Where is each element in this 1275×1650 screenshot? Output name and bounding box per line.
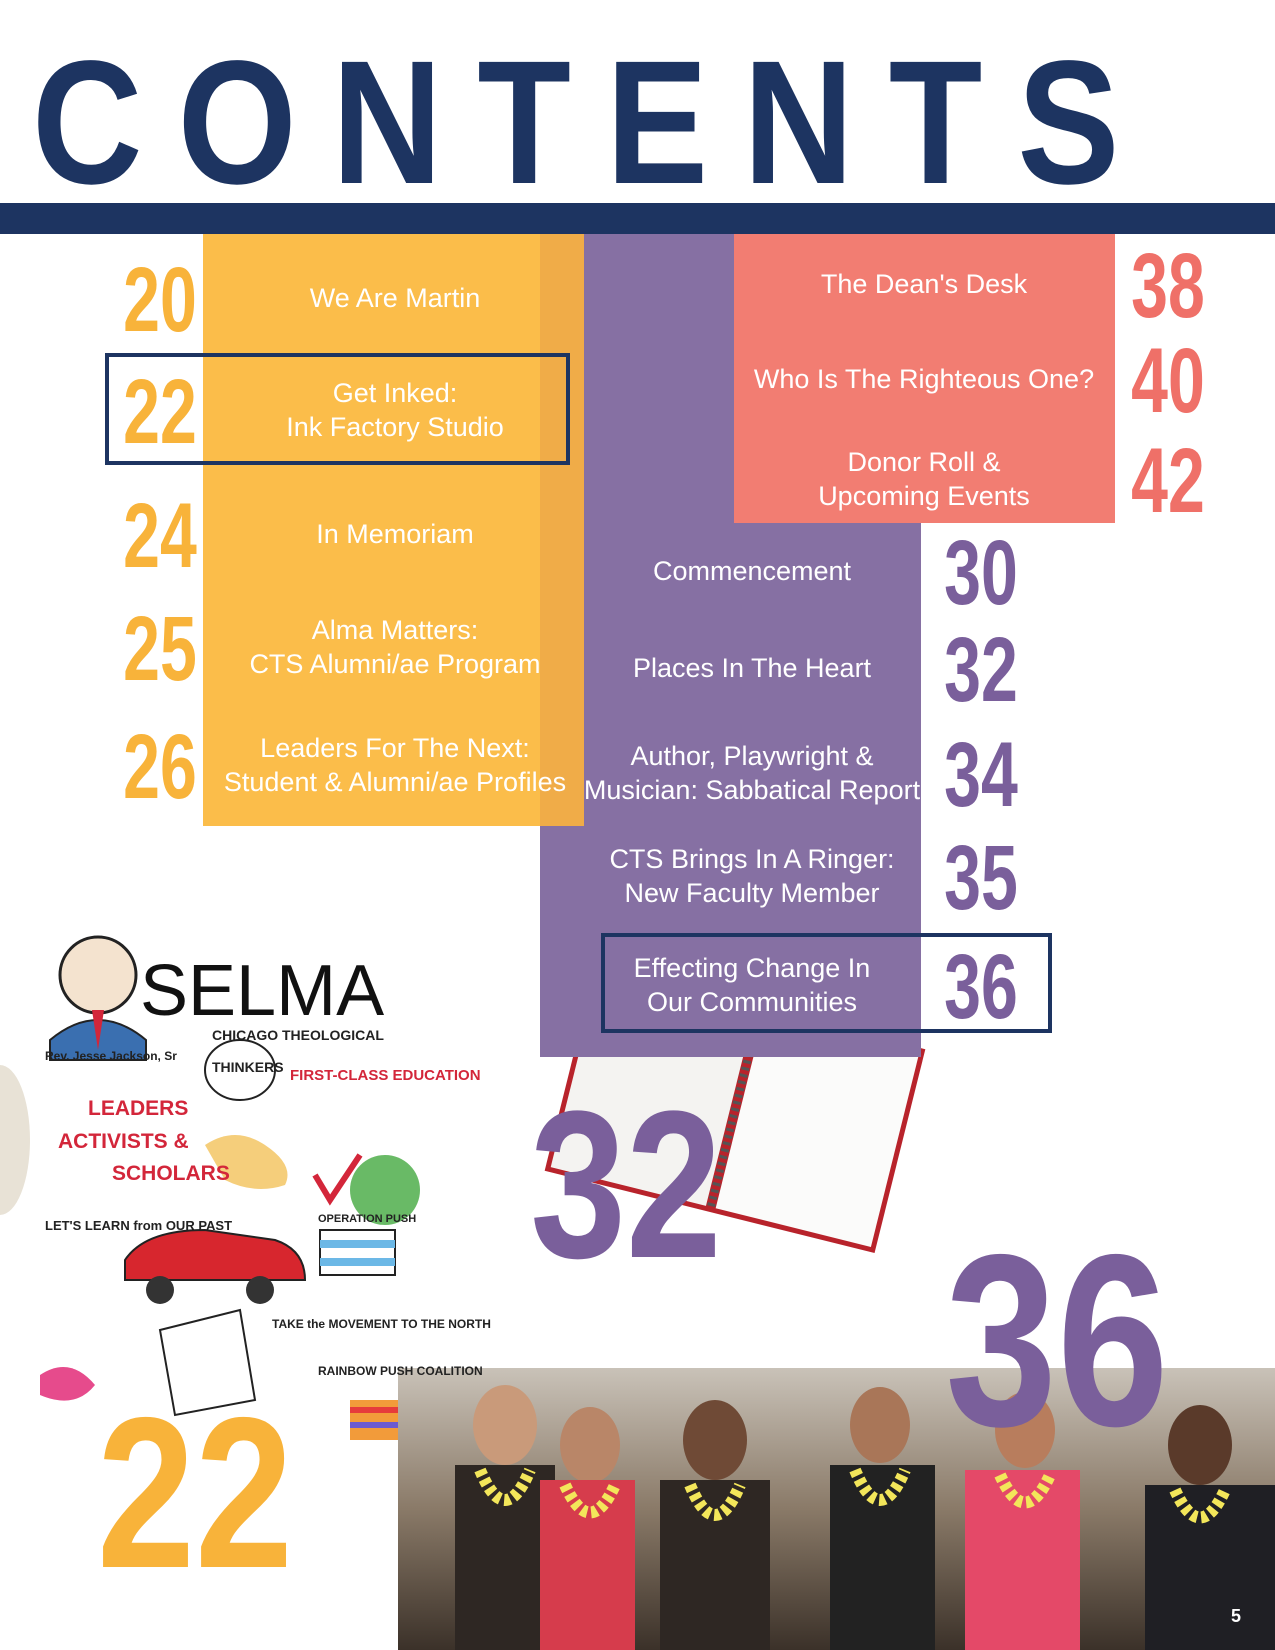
entry-title: Who Is The Righteous One? — [754, 364, 1094, 394]
section-panel — [734, 234, 1115, 523]
entry-title: Commencement — [653, 556, 852, 586]
sketch-text: OPERATION PUSH — [318, 1213, 416, 1225]
sketch-text: TAKE the MOVEMENT TO THE NORTH — [272, 1317, 491, 1331]
sketch-text: RAINBOW PUSH COALITION — [318, 1364, 483, 1378]
entry-page: 22 — [123, 359, 197, 462]
sketch-text: FIRST-CLASS EDUCATION — [290, 1067, 481, 1084]
entry-title: We Are Martin — [310, 283, 481, 313]
page-number: 5 — [1231, 1606, 1241, 1626]
entry-title: CTS Brings In A Ringer: New Faculty Membe… — [609, 844, 894, 908]
entry-title: Effecting Change In Our Communities — [634, 953, 871, 1017]
entry-title: Places In The Heart — [633, 653, 872, 683]
page-title: CONTENTS — [32, 24, 1120, 220]
entry-title-line: Student & Alumni/ae Profiles — [224, 767, 566, 797]
entry-title: Author, Playwright & Musician: Sabbatical… — [584, 741, 921, 805]
entry-title-line: The Dean's Desk — [821, 269, 1028, 299]
entry-page: 25 — [123, 596, 197, 699]
entry-title: Get Inked: Ink Factory Studio — [286, 378, 504, 442]
header-rule — [0, 203, 1275, 234]
entry-title-line: Places In The Heart — [633, 653, 872, 683]
sketch-text: ACTIVISTS & — [58, 1130, 189, 1153]
entry-page: 30 — [944, 520, 1018, 623]
entry-page: 35 — [944, 825, 1018, 928]
entry-title: In Memoriam — [316, 519, 474, 549]
panel-overlap — [540, 234, 584, 826]
entry-page: 26 — [123, 714, 197, 817]
entry-title-line: In Memoriam — [316, 519, 474, 549]
sketch-text: LEADERS — [88, 1097, 188, 1120]
entry-title-line: Author, Playwright & — [630, 741, 873, 771]
entry-title: Donor Roll & Upcoming Events — [818, 447, 1030, 511]
panel-photo — [398, 1368, 1275, 1650]
entry-page: 20 — [123, 247, 197, 350]
entry-title-line: Ink Factory Studio — [286, 412, 504, 442]
entry-box — [601, 933, 1052, 1033]
entry-title-line: CTS Alumni/ae Program — [249, 649, 540, 679]
entry-title-line: Musician: Sabbatical Report — [584, 775, 921, 805]
entry-title-line: Commencement — [653, 556, 852, 586]
entry-title-line: Effecting Change In — [634, 953, 871, 983]
entry-title-line: CTS Brings In A Ringer: — [609, 844, 894, 874]
entry-title-line: Our Communities — [647, 987, 857, 1017]
sketch-illustration — [0, 935, 420, 1440]
sketch-text: THINKERS — [212, 1059, 284, 1075]
entry-title: Alma Matters: CTS Alumni/ae Program — [249, 615, 540, 679]
entry-page: 24 — [123, 483, 197, 586]
featured-number: 36 — [945, 1204, 1168, 1477]
entry-title-line: Alma Matters: — [312, 615, 479, 645]
sketch-text: SELMA — [140, 951, 384, 1031]
section-panel — [203, 234, 584, 826]
featured-number: 22 — [97, 1372, 293, 1613]
entry-title: Leaders For The Next: Student & Alumni/ae… — [224, 733, 566, 797]
entry-title-line: Donor Roll & — [847, 447, 1000, 477]
entry-title-line: Who Is The Righteous One? — [754, 364, 1094, 394]
entry-page: 38 — [1131, 233, 1205, 336]
featured-number: 32 — [530, 1067, 722, 1302]
entry-title-line: New Faculty Member — [624, 878, 879, 908]
entry-page: 42 — [1131, 428, 1205, 531]
entry-title-line: We Are Martin — [310, 283, 481, 313]
sketch-text: LET'S LEARN from OUR PAST — [45, 1218, 232, 1233]
entry-page: 32 — [944, 617, 1018, 720]
entry-title-line: Get Inked: — [333, 378, 458, 408]
entry-page: 36 — [944, 934, 1018, 1037]
entry-title-line: Upcoming Events — [818, 481, 1030, 511]
entry-box — [105, 353, 570, 465]
sketch-text: Rev. Jesse Jackson, Sr — [45, 1049, 177, 1063]
entry-page: 34 — [944, 722, 1018, 825]
entry-title-line: Leaders For The Next: — [260, 733, 530, 763]
sketch-text: CHICAGO THEOLOGICAL — [212, 1027, 384, 1043]
sketch-text: SCHOLARS — [112, 1162, 230, 1185]
entry-page: 40 — [1131, 328, 1205, 431]
entry-title: The Dean's Desk — [821, 269, 1028, 299]
